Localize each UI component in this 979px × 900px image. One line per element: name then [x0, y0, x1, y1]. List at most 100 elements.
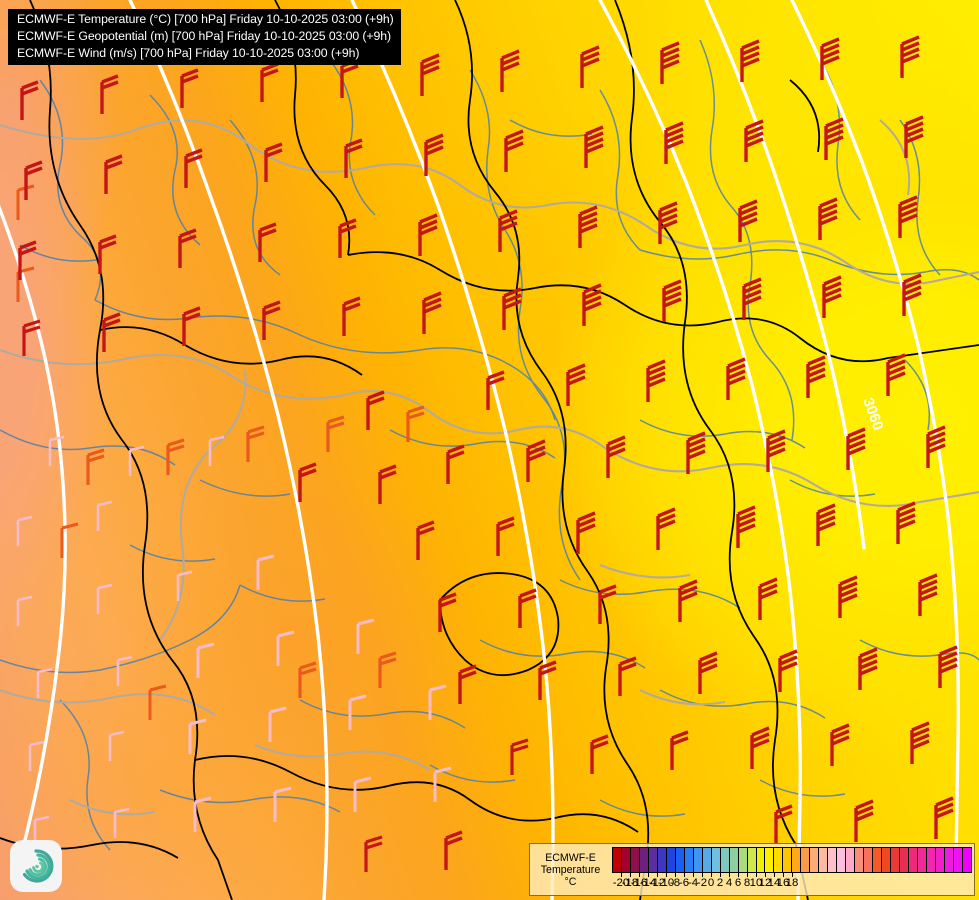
legend-swatch-33 — [908, 848, 918, 872]
legend-scale: -20 -18 -16 -14 -12 -10 -8 -6 -4 -2 0 2 4 6 8 10 12 14 16 1… — [611, 844, 974, 895]
region-border-lines — [0, 119, 979, 816]
geopotential-contour-label: 3060 — [859, 396, 886, 433]
legend-tick-12 — [765, 873, 766, 877]
legend-tick--6 — [684, 873, 685, 877]
legend-swatch-39 — [962, 848, 971, 872]
legend-swatch-21 — [801, 848, 811, 872]
legend-tick-label-8: 8 — [743, 877, 751, 889]
wind-barb-group-warm — [16, 184, 426, 722]
legend-parameter-label: Temperature — [540, 863, 601, 876]
legend-swatch-4 — [648, 848, 658, 872]
legend-tick--12 — [657, 873, 658, 877]
title-line-geopotential: ECMWF-E Geopotential (m) [700 hPa] Frida… — [17, 28, 391, 43]
legend-swatch-29 — [873, 848, 883, 872]
legend-swatch-18 — [774, 848, 784, 872]
legend-tick-label--2: -2 — [696, 877, 708, 889]
legend-swatch-5 — [657, 848, 667, 872]
legend-swatch-2 — [630, 848, 640, 872]
legend-swatch-10 — [702, 848, 712, 872]
legend-colorbar — [612, 847, 972, 873]
legend-swatch-23 — [819, 848, 829, 872]
legend-swatch-13 — [729, 848, 739, 872]
legend-tick-label--20: -20 — [612, 877, 630, 889]
legend-tick-8 — [747, 873, 748, 877]
legend-tick-label--18: -18 — [621, 877, 639, 889]
legend-swatch-14 — [738, 848, 748, 872]
spiral-cyclone-icon — [22, 849, 54, 883]
legend-tick-2 — [720, 873, 721, 877]
legend-swatch-6 — [666, 848, 676, 872]
legend-tick-label-10: 10 — [749, 877, 763, 889]
legend-swatch-3 — [639, 848, 649, 872]
legend-units-label: °C — [564, 876, 577, 889]
legend-caption: ECMWF-E Temperature °C — [530, 844, 611, 895]
legend-swatch-38 — [953, 848, 963, 872]
legend-tick--4 — [693, 873, 694, 877]
legend-swatch-31 — [891, 848, 900, 872]
legend-swatch-37 — [944, 848, 954, 872]
legend-tick-label--4: -4 — [687, 877, 699, 889]
legend-tick-label--6: -6 — [678, 877, 690, 889]
legend-tick-16 — [783, 873, 784, 877]
legend-tick-label-6: 6 — [734, 877, 742, 889]
legend-tick-6 — [738, 873, 739, 877]
legend-swatch-7 — [675, 848, 685, 872]
app-logo-badge[interactable] — [10, 840, 62, 892]
legend-model-label: ECMWF-E — [545, 851, 596, 864]
legend-tick-labels: -20 -18 -16 -14 -12 -10 -8 -6 -4 -2 0 2 4 6 8 10 12 14 16 1… — [612, 877, 972, 893]
legend-tick-18 — [792, 873, 793, 877]
legend-tick--2 — [702, 873, 703, 877]
legend-swatch-11 — [711, 848, 721, 872]
legend-tick--18 — [630, 873, 631, 877]
legend-tick-14 — [774, 873, 775, 877]
legend-tick-10 — [756, 873, 757, 877]
legend-tick-label--8: -8 — [669, 877, 681, 889]
map-title-block: ECMWF-E Temperature (°C) [700 hPa] Frida… — [8, 9, 401, 65]
legend-tick-0 — [711, 873, 712, 877]
legend-swatch-25 — [837, 848, 847, 872]
svg-text:3060: 3060 — [859, 396, 886, 433]
legend-tick-label-12: 12 — [758, 877, 772, 889]
legend-tick--14 — [648, 873, 649, 877]
wind-barb-group-hot — [18, 35, 959, 874]
legend-swatch-24 — [828, 848, 838, 872]
legend-tick-label--14: -14 — [639, 877, 657, 889]
legend-swatch-1 — [621, 848, 631, 872]
legend-tick-label-4: 4 — [725, 877, 733, 889]
legend-tick--10 — [666, 873, 667, 877]
temperature-legend-panel: ECMWF-E Temperature °C -20 -18 -16 -14 -12 -1… — [529, 843, 975, 896]
legend-swatch-17 — [765, 848, 775, 872]
legend-tick-marks — [612, 873, 972, 878]
legend-swatch-8 — [684, 848, 694, 872]
legend-swatch-20 — [792, 848, 802, 872]
legend-swatch-30 — [882, 848, 892, 872]
legend-swatch-36 — [935, 848, 945, 872]
legend-swatch-22 — [810, 848, 820, 872]
legend-tick-label-0: 0 — [707, 877, 715, 889]
legend-swatch-19 — [783, 848, 793, 872]
legend-tick-label-16: 16 — [776, 877, 790, 889]
legend-tick-label-2: 2 — [716, 877, 724, 889]
legend-tick-4 — [729, 873, 730, 877]
legend-tick-label-18: 18 — [785, 877, 799, 889]
legend-tick-label--10: -10 — [657, 877, 675, 889]
legend-swatch-32 — [900, 848, 909, 872]
legend-swatch-0 — [613, 848, 622, 872]
legend-swatch-27 — [855, 848, 865, 872]
title-line-wind: ECMWF-E Wind (m/s) [700 hPa] Friday 10-1… — [17, 45, 360, 60]
legend-tick--8 — [675, 873, 676, 877]
legend-tick--16 — [639, 873, 640, 877]
legend-swatch-35 — [926, 848, 936, 872]
legend-tick-label--16: -16 — [630, 877, 648, 889]
legend-swatch-28 — [864, 848, 874, 872]
title-line-temperature: ECMWF-E Temperature (°C) [700 hPa] Frida… — [17, 12, 394, 26]
legend-swatch-26 — [846, 848, 856, 872]
legend-swatch-12 — [720, 848, 730, 872]
legend-swatch-15 — [747, 848, 757, 872]
legend-tick--20 — [621, 873, 622, 877]
legend-tick-label--12: -12 — [648, 877, 666, 889]
legend-swatch-16 — [756, 848, 766, 872]
